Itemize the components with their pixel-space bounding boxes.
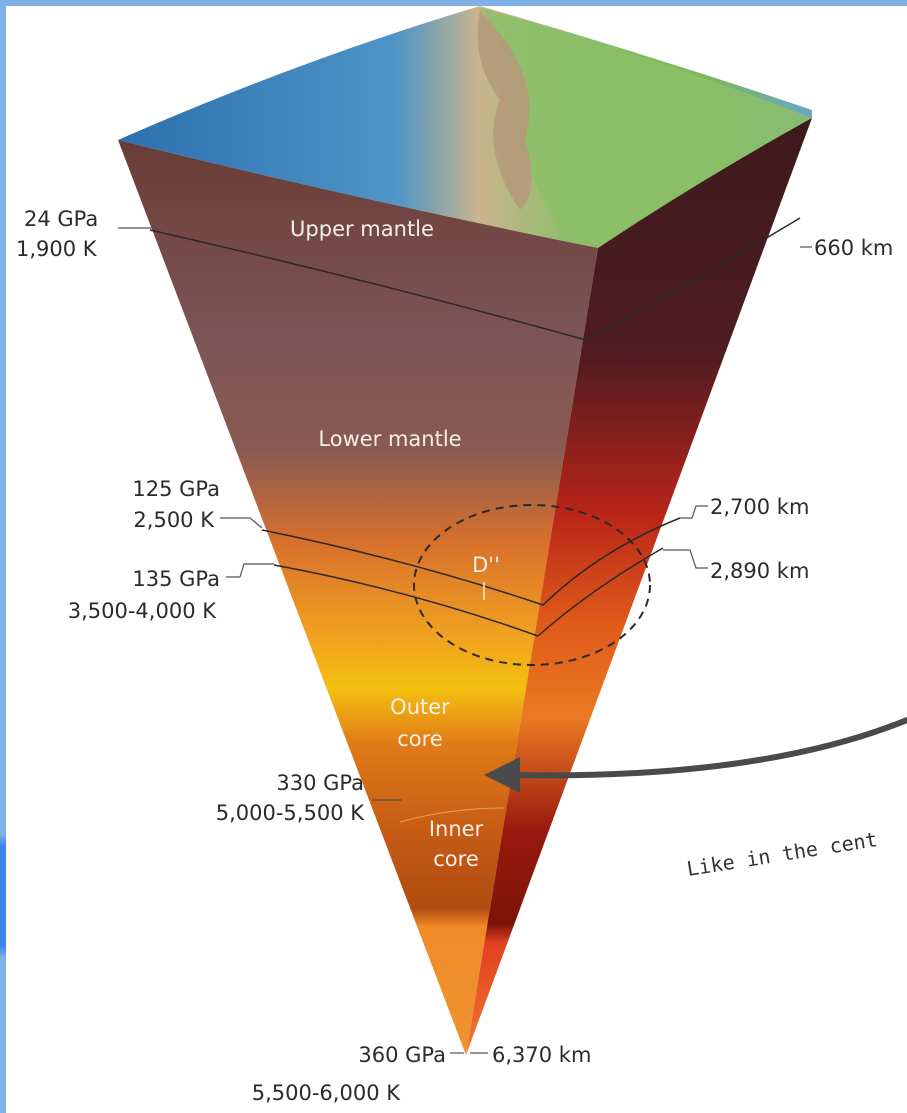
label-360gpa: 360 GPa bbox=[358, 1043, 446, 1067]
boundary-inner-core bbox=[399, 807, 505, 823]
boundary-2890km bbox=[273, 547, 664, 637]
leader-2700km bbox=[680, 505, 708, 519]
annotation-arrow bbox=[507, 717, 907, 779]
label-1900k: 1,900 K bbox=[16, 237, 98, 261]
leader-125gpa bbox=[220, 517, 263, 529]
label-d-layer: D'' bbox=[472, 553, 500, 577]
annotation-note: Like in the cent bbox=[685, 827, 879, 881]
mountain-ridge bbox=[477, 10, 532, 210]
label-outer-core-1: Outer bbox=[390, 695, 450, 719]
label-2700km: 2,700 km bbox=[710, 495, 809, 519]
boundary-660km bbox=[149, 217, 801, 341]
label-5000-5500k: 5,000-5,500 K bbox=[216, 801, 365, 825]
leader-135gpa bbox=[226, 563, 274, 578]
leader-2890km bbox=[663, 549, 708, 569]
label-outer-core-2: core bbox=[397, 727, 443, 751]
label-upper-mantle: Upper mantle bbox=[290, 217, 434, 241]
label-2890km: 2,890 km bbox=[710, 559, 809, 583]
front-cut-face bbox=[118, 140, 598, 1055]
frame-top-edge bbox=[0, 0, 907, 6]
label-inner-core-2: core bbox=[433, 847, 479, 871]
label-125gpa: 125 GPa bbox=[132, 477, 220, 501]
label-2500k: 2,500 K bbox=[133, 508, 215, 532]
right-cut-face bbox=[466, 118, 812, 1055]
label-660km: 660 km bbox=[814, 236, 893, 260]
annotation-arrow-head bbox=[484, 757, 520, 793]
land-relief bbox=[480, 8, 812, 246]
label-inner-core-1: Inner bbox=[429, 817, 484, 841]
label-3500-4000k: 3,500-4,000 K bbox=[68, 599, 217, 623]
d-layer-highlight bbox=[413, 504, 651, 666]
boundary-2700km bbox=[261, 517, 681, 606]
frame-left-edge bbox=[0, 0, 6, 1113]
label-135gpa: 135 GPa bbox=[132, 567, 220, 591]
label-330gpa: 330 GPa bbox=[276, 771, 364, 795]
label-24gpa: 24 GPa bbox=[24, 207, 98, 231]
label-5500-6000k: 5,500-6,000 K bbox=[252, 1081, 401, 1105]
label-lower-mantle: Lower mantle bbox=[318, 427, 461, 451]
label-6370km: 6,370 km bbox=[492, 1043, 591, 1067]
